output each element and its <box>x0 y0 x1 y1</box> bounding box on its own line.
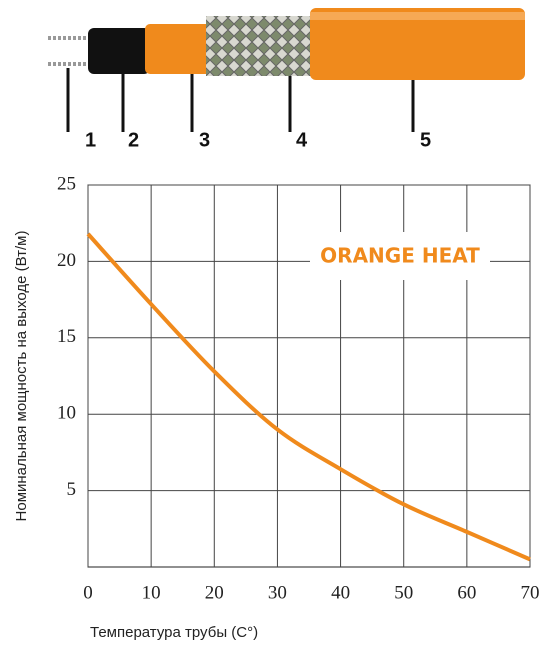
y-axis-label: Номинальная мощность на выходе (Вт/м) <box>13 231 30 522</box>
cable-label: 2 <box>128 129 139 151</box>
y-tick-label: 20 <box>57 250 76 271</box>
annotation: ORANGE HEAT <box>320 244 480 268</box>
x-tick-label: 70 <box>521 582 540 603</box>
x-tick-label: 60 <box>457 582 476 603</box>
cable-label: 1 <box>85 129 96 151</box>
y-tick-label: 5 <box>67 479 77 500</box>
cable-label: 5 <box>420 129 431 151</box>
x-tick-label: 40 <box>331 582 350 603</box>
cable-illustration: 1 2 3 4 5 <box>48 8 525 151</box>
x-axis-label: Температура трубы (С°) <box>90 624 258 641</box>
y-tick-label: 25 <box>57 173 76 194</box>
x-tick-label: 0 <box>83 582 93 603</box>
cable-label: 4 <box>296 129 308 151</box>
x-tick-label: 30 <box>268 582 287 603</box>
x-tick-label: 20 <box>205 582 224 603</box>
x-tick-label: 10 <box>142 582 161 603</box>
cable-label: 3 <box>199 129 210 151</box>
line <box>88 234 530 559</box>
chart: 1 2 3 4 5 Номинальная мощность на выходе… <box>0 0 547 647</box>
x-tick-label: 50 <box>394 582 413 603</box>
y-tick-label: 15 <box>57 326 76 347</box>
y-tick-label: 10 <box>57 403 76 424</box>
